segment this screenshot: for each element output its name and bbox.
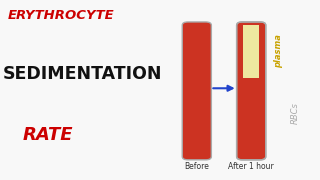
- Text: Before: Before: [184, 162, 209, 171]
- FancyBboxPatch shape: [182, 22, 211, 160]
- Bar: [244, 25, 259, 78]
- Text: After 1 hour: After 1 hour: [228, 162, 274, 171]
- Text: ERYTHROCYTE: ERYTHROCYTE: [8, 9, 115, 22]
- Text: SEDIMENTATION: SEDIMENTATION: [3, 65, 163, 83]
- FancyBboxPatch shape: [237, 22, 266, 160]
- Text: RATE: RATE: [22, 126, 73, 144]
- Text: RBCs: RBCs: [291, 102, 300, 124]
- Text: plasma: plasma: [275, 35, 284, 68]
